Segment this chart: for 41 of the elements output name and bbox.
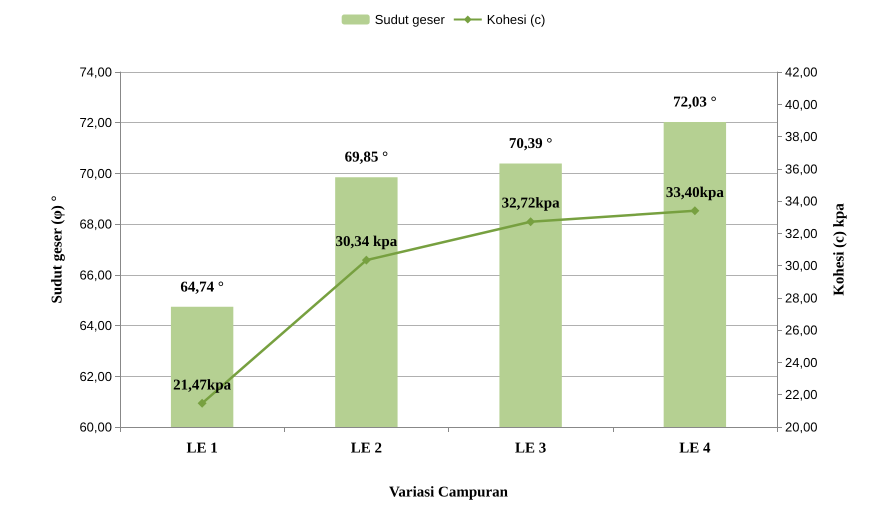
y2-tick-label: 32,00 [785, 226, 818, 241]
x-tick-label: LE 4 [679, 440, 711, 456]
data-label: 69,85 ° [344, 150, 388, 166]
data-label: 70,39 ° [508, 136, 552, 152]
y2-tick-label: 20,00 [785, 420, 818, 434]
y2-tick-label: 28,00 [785, 290, 818, 306]
y2-tick-label: 34,00 [785, 194, 818, 209]
x-tick-label: LE 1 [186, 440, 218, 456]
data-label: 33,40kpa [666, 184, 724, 201]
point [690, 206, 700, 216]
y2-tick-label: 42,00 [785, 64, 818, 80]
data-label: 30,34 kpa [336, 234, 398, 250]
y2-tick-label: 24,00 [785, 354, 818, 370]
y-tick-label: 60,00 [79, 420, 112, 434]
y-tick-label: 74,00 [79, 64, 112, 80]
y2-tick-label: 30,00 [785, 258, 818, 274]
point [198, 398, 207, 408]
x-axis-title: Variasi Campuran [388, 484, 509, 500]
legend-label: Sudut geser [374, 12, 446, 27]
y2-axis-title: Kohesi (c) kpa [832, 202, 848, 296]
x-tick-label: LE 3 [514, 440, 546, 456]
y-tick-label: 66,00 [79, 267, 112, 282]
y-tick-label: 68,00 [79, 216, 112, 232]
y-tick-label: 62,00 [79, 368, 112, 384]
y2-tick-label: 22,00 [785, 387, 818, 402]
legend-label: Kohesi (c) [486, 12, 546, 27]
y-axis-title: Sudut geser (φ) ° [50, 195, 66, 304]
point [362, 256, 371, 265]
y2-tick-label: 26,00 [785, 322, 818, 338]
y-tick-label: 64,00 [79, 318, 112, 334]
data-label: 64,74 ° [180, 279, 224, 296]
data-label: 72,03 ° [673, 94, 717, 110]
data-label: 32,72kpa [502, 196, 560, 212]
data-label: 21,47kpa [173, 377, 232, 394]
y2-tick-label: 38,00 [785, 129, 818, 144]
y2-tick-label: 40,00 [785, 96, 818, 112]
y2-tick-label: 36,00 [785, 161, 818, 176]
y-tick-label: 72,00 [79, 115, 112, 130]
point [526, 217, 536, 226]
x-tick-label: LE 2 [350, 440, 382, 456]
y-tick-label: 70,00 [79, 166, 112, 181]
